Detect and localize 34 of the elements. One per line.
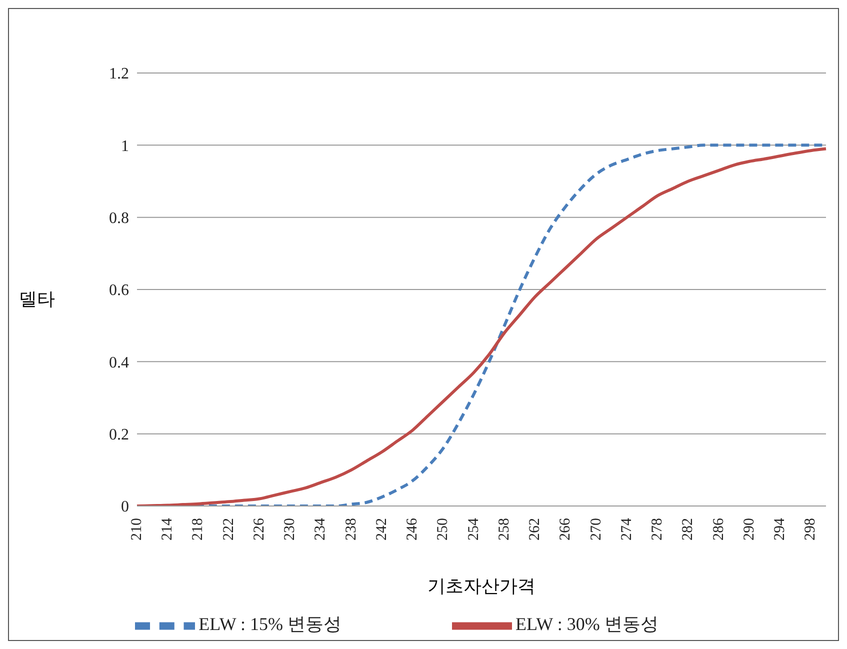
y-tick-label: 0.4 [109,354,129,372]
x-tick-label: 230 [282,518,298,540]
x-tick-label: 266 [558,518,574,540]
x-tick-label: 298 [802,518,819,540]
legend-label: ELW : 15% 변동성 [198,614,342,634]
x-tick-label: 286 [710,518,727,540]
x-tick-label: 234 [312,518,329,540]
y-tick-label: 1.2 [109,66,129,83]
x-tick-label: 290 [741,518,758,540]
x-tick-label: 246 [404,518,421,540]
x-tick-label: 250 [435,518,452,540]
x-tick-label: 238 [343,518,360,540]
x-tick-label: 282 [680,518,696,540]
x-tick-label: 270 [588,518,604,540]
x-tick-label: 242 [374,518,390,540]
x-tick-label: 274 [618,518,635,540]
y-tick-label: 1 [121,138,129,155]
x-tick-label: 210 [129,518,145,540]
x-axis-title: 기초자산가격 [428,576,536,597]
y-tick-label: 0.6 [109,282,129,300]
x-tick-label: 214 [160,518,176,540]
x-tick-label: 226 [251,518,268,540]
legend-label: ELW : 30% 변동성 [516,614,658,634]
y-axis-title: 델타 [19,288,55,311]
x-tick-label: 294 [772,518,788,540]
x-tick-label: 278 [650,518,666,540]
y-tick-label: 0.8 [109,210,129,228]
x-tick-label: 262 [527,518,544,540]
x-tick-label: 258 [496,518,512,540]
x-tick-label: 218 [190,518,206,540]
y-tick-label: 0 [121,498,129,516]
x-tick-label: 222 [220,518,237,540]
x-tick-label: 254 [466,518,482,540]
y-tick-label: 0.2 [109,426,129,444]
